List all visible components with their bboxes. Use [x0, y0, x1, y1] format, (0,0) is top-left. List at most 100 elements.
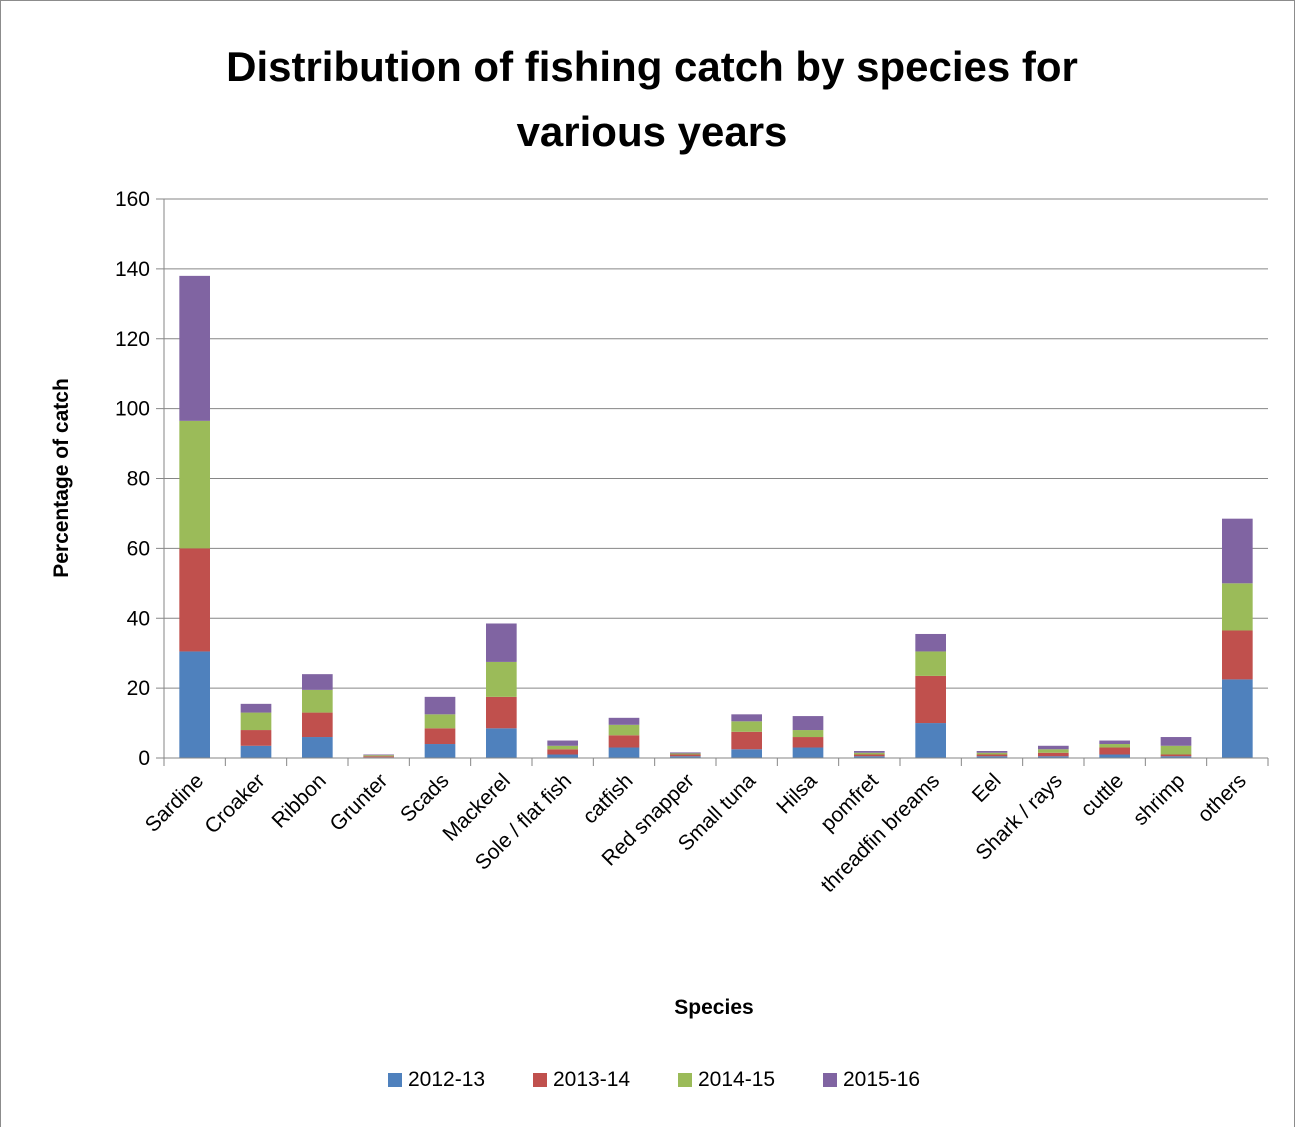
bar-segment-15-0 — [1099, 754, 1130, 758]
bar-segment-4-0 — [424, 744, 456, 758]
bar-segment-13-2 — [976, 752, 1008, 755]
chart-title: Distribution of fishing catch by species… — [226, 43, 1078, 155]
bar-segment-7-2 — [608, 724, 640, 736]
bar-segment-16-2 — [1160, 745, 1192, 755]
x-category-label-7: catfish — [578, 769, 637, 828]
y-tick-label-0: 0 — [138, 747, 150, 770]
y-tick-label-160: 160 — [115, 188, 150, 211]
x-category-label-2: Ribbon — [268, 769, 331, 832]
bar-segment-2-1 — [302, 712, 333, 738]
x-category-label-12: threadfin breams — [817, 769, 945, 897]
bar-segment-12-2 — [915, 651, 946, 676]
bar-segment-12-1 — [915, 675, 946, 724]
gridlines — [156, 198, 1268, 759]
bar-segment-17-1 — [1222, 630, 1253, 680]
bar-segment-2-3 — [302, 674, 333, 690]
bar-segment-6-0 — [547, 754, 578, 758]
chart-title-line-2: various years — [517, 108, 788, 155]
y-tick-label-80: 80 — [127, 468, 150, 491]
bar-segment-0-3 — [179, 275, 210, 421]
bar-segment-7-3 — [608, 717, 640, 725]
legend-swatch-2 — [678, 1073, 692, 1087]
bar-segment-17-2 — [1222, 583, 1253, 631]
bar-segment-17-3 — [1222, 518, 1253, 584]
bar-segment-15-2 — [1099, 744, 1130, 748]
x-category-label-15: cuttle — [1076, 769, 1128, 821]
bar-segment-10-2 — [792, 730, 824, 738]
bar-segment-4-3 — [424, 696, 456, 715]
bar-segment-7-1 — [608, 735, 640, 748]
bar-segment-5-1 — [486, 696, 517, 729]
bar-segment-17-0 — [1222, 679, 1253, 758]
bar-segment-11-2 — [854, 752, 885, 755]
bar-segment-8-3 — [670, 752, 701, 754]
bars — [179, 275, 1253, 758]
bar-segment-8-2 — [670, 753, 701, 755]
bar-segment-2-2 — [302, 689, 333, 713]
bar-segment-7-0 — [608, 747, 640, 758]
x-category-label-17: others — [1193, 769, 1251, 827]
bar-segment-2-0 — [302, 737, 333, 758]
bar-segment-3-2 — [363, 755, 394, 757]
bar-segment-0-2 — [179, 420, 210, 549]
axes — [163, 199, 1269, 766]
y-axis-tick-labels: 0 20 40 60 80 100 120 140 160 — [115, 188, 150, 770]
x-category-label-0: Sardine — [141, 769, 208, 836]
bar-segment-14-0 — [1038, 756, 1069, 758]
bar-segment-4-2 — [424, 714, 456, 729]
bar-segment-9-1 — [731, 731, 762, 750]
y-tick-label-20: 20 — [127, 677, 150, 700]
y-tick-label-60: 60 — [127, 537, 150, 560]
bar-segment-9-2 — [731, 721, 762, 732]
legend-swatch-0 — [388, 1073, 402, 1087]
bar-segment-12-0 — [915, 723, 946, 758]
bar-segment-16-0 — [1160, 756, 1192, 758]
bar-segment-10-1 — [792, 737, 824, 748]
y-tick-label-140: 140 — [115, 258, 150, 281]
bar-segment-15-3 — [1099, 740, 1130, 745]
bar-segment-14-2 — [1038, 749, 1069, 753]
legend-label-0: 2012-13 — [408, 1068, 485, 1091]
bar-segment-15-1 — [1099, 747, 1130, 755]
bar-segment-1-3 — [240, 703, 272, 713]
legend-label-2: 2014-15 — [698, 1068, 775, 1091]
bar-segment-8-0 — [670, 756, 701, 758]
x-category-label-10: Hilsa — [772, 769, 821, 818]
bar-segment-1-0 — [240, 745, 272, 758]
legend-swatch-3 — [823, 1073, 837, 1087]
bar-segment-9-0 — [731, 749, 762, 758]
y-tick-label-40: 40 — [127, 607, 150, 630]
bar-segment-6-3 — [547, 740, 578, 746]
bar-segment-6-2 — [547, 745, 578, 750]
bar-segment-16-1 — [1160, 754, 1192, 757]
bar-segment-0-0 — [179, 651, 210, 758]
bar-segment-9-3 — [731, 714, 762, 722]
bar-segment-16-3 — [1160, 737, 1192, 746]
x-axis-title: Species — [674, 996, 753, 1019]
bar-segment-14-3 — [1038, 745, 1069, 750]
legend-label-3: 2015-16 — [843, 1068, 920, 1091]
bar-segment-5-0 — [486, 728, 517, 758]
bar-segment-12-3 — [915, 633, 946, 652]
x-category-label-1: Croaker — [200, 769, 269, 838]
bar-segment-8-1 — [670, 754, 701, 757]
bar-segment-6-1 — [547, 749, 578, 755]
bar-segment-1-2 — [240, 712, 272, 731]
bar-segment-4-1 — [424, 728, 456, 745]
bar-segment-5-2 — [486, 661, 517, 697]
bar-segment-10-3 — [792, 716, 824, 731]
x-category-label-16: shrimp — [1129, 769, 1190, 830]
bar-segment-13-3 — [976, 751, 1008, 753]
y-axis-title: Percentage of catch — [50, 378, 73, 578]
bar-segment-10-0 — [792, 747, 824, 758]
bar-segment-1-1 — [240, 730, 272, 746]
bar-segment-3-1 — [363, 756, 394, 758]
bar-segment-14-1 — [1038, 752, 1069, 757]
legend-swatch-1 — [533, 1073, 547, 1087]
bar-segment-11-3 — [854, 751, 885, 753]
legend-label-1: 2013-14 — [553, 1068, 630, 1091]
x-category-label-3: Grunter — [326, 769, 393, 836]
bar-segment-5-3 — [486, 623, 517, 662]
bar-segment-11-0 — [854, 756, 885, 758]
